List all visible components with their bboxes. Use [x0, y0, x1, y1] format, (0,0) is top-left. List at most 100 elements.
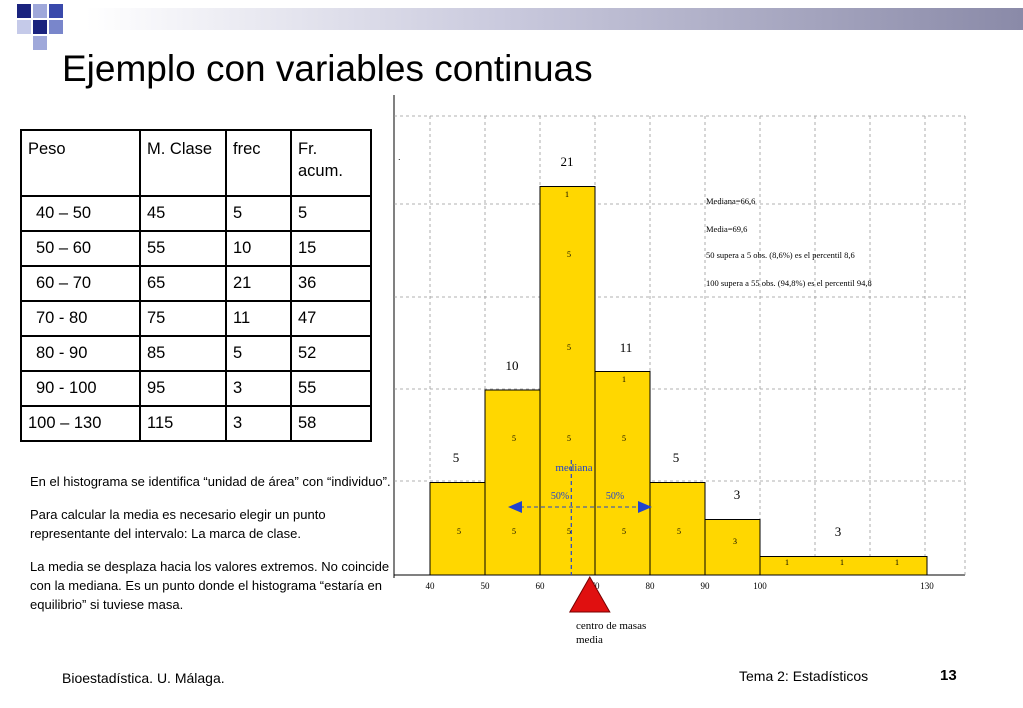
header-square-2 — [33, 4, 47, 18]
area-unit-label: 5 — [567, 250, 571, 259]
table-cell: 52 — [290, 335, 372, 372]
table-cell: 5 — [225, 335, 292, 372]
table-header: Peso — [20, 129, 141, 197]
x-tick-label: 40 — [426, 581, 436, 591]
area-unit-label: 3 — [733, 537, 737, 546]
table-cell: 47 — [290, 300, 372, 337]
mean-label: media — [576, 634, 603, 646]
stray-dot: . — [398, 152, 401, 162]
x-tick-label: 100 — [753, 581, 767, 591]
table-cell: 21 — [225, 265, 292, 302]
header-square-1 — [17, 4, 31, 18]
mean-label: centro de masas — [576, 620, 646, 632]
median-split-left: 50% — [551, 491, 569, 502]
mean-triangle-icon — [568, 575, 611, 613]
table-header: frec — [225, 129, 292, 197]
area-unit-label: 5 — [512, 434, 516, 443]
table-cell: 45 — [139, 195, 227, 232]
x-tick-label: 80 — [646, 581, 656, 591]
table-cell: 36 — [290, 265, 372, 302]
table-row: 100 – 130 115 3 58 — [20, 405, 372, 442]
table-cell: 3 — [225, 370, 292, 407]
chart-annotation: Mediana=66,6 — [706, 196, 755, 206]
area-unit-label: 5 — [512, 527, 516, 536]
table-cell: 5 — [225, 195, 292, 232]
notes-text: En el histograma se identifica “unidad d… — [30, 472, 402, 628]
table-cell: 15 — [290, 230, 372, 267]
median-split-right: 50% — [606, 491, 624, 502]
table-cell: 100 – 130 — [20, 405, 141, 442]
bar-frequency-label: 5 — [453, 450, 460, 465]
x-tick-label: 130 — [920, 581, 934, 591]
area-unit-label: 1 — [622, 375, 626, 384]
table-row: 60 – 70 65 21 36 — [20, 265, 372, 302]
frequency-table: Peso M. Clase frec Fr. acum. 40 – 50 45 … — [20, 129, 372, 442]
right-arrow-icon — [638, 501, 652, 513]
chart-annotation: 100 supera a 55 obs. (94,8%) es el perce… — [706, 278, 872, 288]
table-row: 50 – 60 55 10 15 — [20, 230, 372, 267]
chart-annotation: Media=69,6 — [706, 224, 747, 234]
table-row: 70 - 80 75 11 47 — [20, 300, 372, 337]
table-cell: 95 — [139, 370, 227, 407]
table-cell: 40 – 50 — [20, 195, 141, 232]
table-row: 40 – 50 45 5 5 — [20, 195, 372, 232]
page-title: Ejemplo con variables continuas — [62, 48, 593, 89]
table-header: Fr. acum. — [290, 129, 372, 197]
area-unit-label: 5 — [567, 527, 571, 536]
table-cell: 55 — [139, 230, 227, 267]
table-cell: 70 - 80 — [20, 300, 141, 337]
bar-frequency-label: 21 — [561, 154, 574, 169]
header-square-6 — [49, 20, 63, 34]
area-unit-label: 5 — [457, 527, 461, 536]
histogram-bar — [484, 389, 541, 576]
median-label: mediana — [555, 462, 592, 474]
header-square-4 — [33, 20, 47, 34]
table-cell: 85 — [139, 335, 227, 372]
footer-course: Bioestadística. U. Málaga. — [62, 670, 225, 686]
note-paragraph: En el histograma se identifica “unidad d… — [30, 474, 391, 489]
table-cell: 75 — [139, 300, 227, 337]
bar-frequency-label: 11 — [620, 340, 633, 355]
page-number: 13 — [940, 667, 957, 684]
histogram-bar — [704, 519, 761, 576]
table-cell: 55 — [290, 370, 372, 407]
area-unit-label: 1 — [840, 558, 844, 567]
x-tick-label: 90 — [701, 581, 711, 591]
table-row: 90 - 100 95 3 55 — [20, 370, 372, 407]
histogram-bar — [594, 371, 651, 576]
area-unit-label: 1 — [895, 558, 899, 567]
area-unit-label: 5 — [567, 434, 571, 443]
area-unit-label: 1 — [565, 190, 569, 199]
area-unit-label: 1 — [785, 558, 789, 567]
table-cell: 65 — [139, 265, 227, 302]
header-square-5 — [17, 20, 31, 34]
table-cell: 90 - 100 — [20, 370, 141, 407]
table-cell: 11 — [225, 300, 292, 337]
table-header-row: Peso M. Clase frec Fr. acum. — [20, 129, 372, 197]
bar-frequency-label: 5 — [673, 450, 680, 465]
table-cell: 80 - 90 — [20, 335, 141, 372]
table-cell: 10 — [225, 230, 292, 267]
table-cell: 115 — [139, 405, 227, 442]
header-square-7 — [33, 36, 47, 50]
table-cell: 5 — [290, 195, 372, 232]
footer-topic: Tema 2: Estadísticos — [739, 668, 869, 684]
note-paragraph: La media se desplaza hacia los valores e… — [30, 559, 390, 612]
histogram-bar — [539, 186, 596, 576]
table-cell: 3 — [225, 405, 292, 442]
header-gradient-bar — [86, 8, 1023, 30]
bar-frequency-label: 3 — [835, 524, 842, 539]
chart-annotation: 50 supera a 5 obs. (8,6%) es el percenti… — [706, 250, 855, 260]
bar-frequency-label: 10 — [506, 358, 519, 373]
x-tick-label: 50 — [481, 581, 491, 591]
area-unit-label: 5 — [622, 527, 626, 536]
histogram-bar — [429, 482, 486, 576]
area-unit-label: 5 — [567, 343, 571, 352]
x-tick-label: 60 — [536, 581, 546, 591]
area-unit-label: 5 — [622, 434, 626, 443]
table-row: 80 - 90 85 5 52 — [20, 335, 372, 372]
bar-frequency-label: 3 — [734, 487, 741, 502]
histogram-bar — [759, 556, 928, 576]
area-unit-label: 5 — [677, 527, 681, 536]
